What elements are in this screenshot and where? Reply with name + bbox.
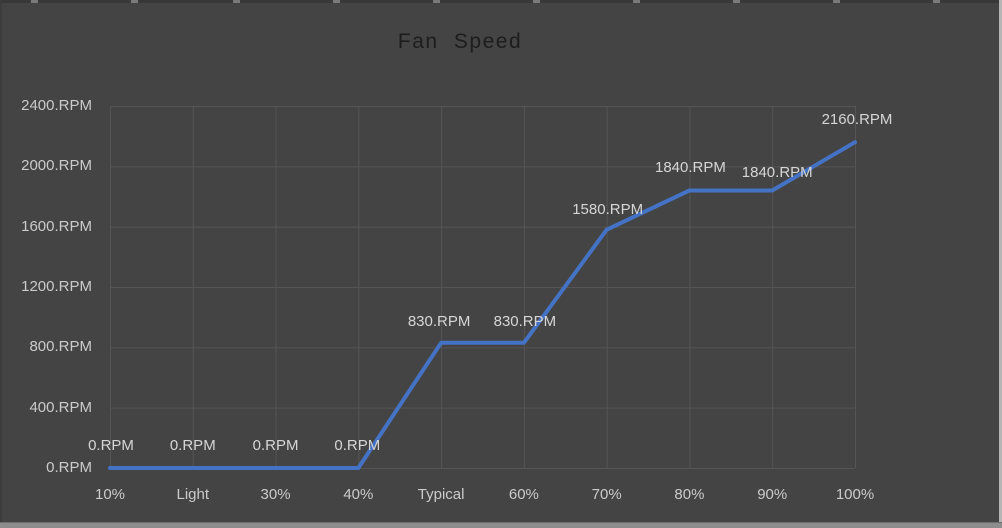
series-line-fan-speed[interactable] — [108, 140, 857, 470]
x-tick-label: 40% — [343, 486, 374, 503]
x-tick-label: Light — [176, 486, 210, 503]
right-window-border — [999, 0, 1002, 528]
data-point-label: 0.RPM — [334, 437, 381, 454]
x-tick-label: 100% — [835, 486, 875, 503]
x-tick-label: 90% — [757, 486, 788, 503]
y-tick-label: 800.RPM — [29, 338, 92, 356]
spreadsheet-top-edge — [0, 0, 1002, 3]
y-tick-label: 2400.RPM — [21, 97, 92, 114]
data-point-label: 830.RPM — [407, 312, 471, 330]
data-point-label: 2160.RPM — [821, 111, 893, 129]
x-tick-label: 80% — [674, 486, 705, 503]
data-point-label: 0.RPM — [88, 437, 134, 454]
data-point-label: 1840.RPM — [741, 164, 813, 182]
y-tick-label: 0.RPM — [46, 459, 92, 476]
y-tick-label: 1200.RPM — [21, 278, 92, 295]
left-edge-border — [0, 0, 2, 528]
data-point-label: 0.RPM — [252, 437, 299, 454]
y-tick-label: 2000.RPM — [21, 157, 92, 175]
data-point-label: 830.RPM — [493, 312, 557, 330]
x-tick-label: 60% — [508, 486, 539, 503]
bottom-window-border — [0, 522, 1002, 528]
data-point-label: 1840.RPM — [655, 159, 726, 177]
x-tick-label: 30% — [260, 486, 291, 503]
y-tick-label: 400.RPM — [29, 398, 92, 416]
y-tick-label: 1600.RPM — [21, 217, 92, 235]
x-tick-label: 70% — [591, 486, 622, 503]
data-point-label: 1580.RPM — [572, 200, 644, 218]
data-point-label: 0.RPM — [169, 437, 216, 454]
chart-title[interactable]: Fan Speed — [397, 30, 523, 53]
x-tick-label: Typical — [417, 486, 465, 503]
x-tick-label: 10% — [94, 486, 126, 503]
